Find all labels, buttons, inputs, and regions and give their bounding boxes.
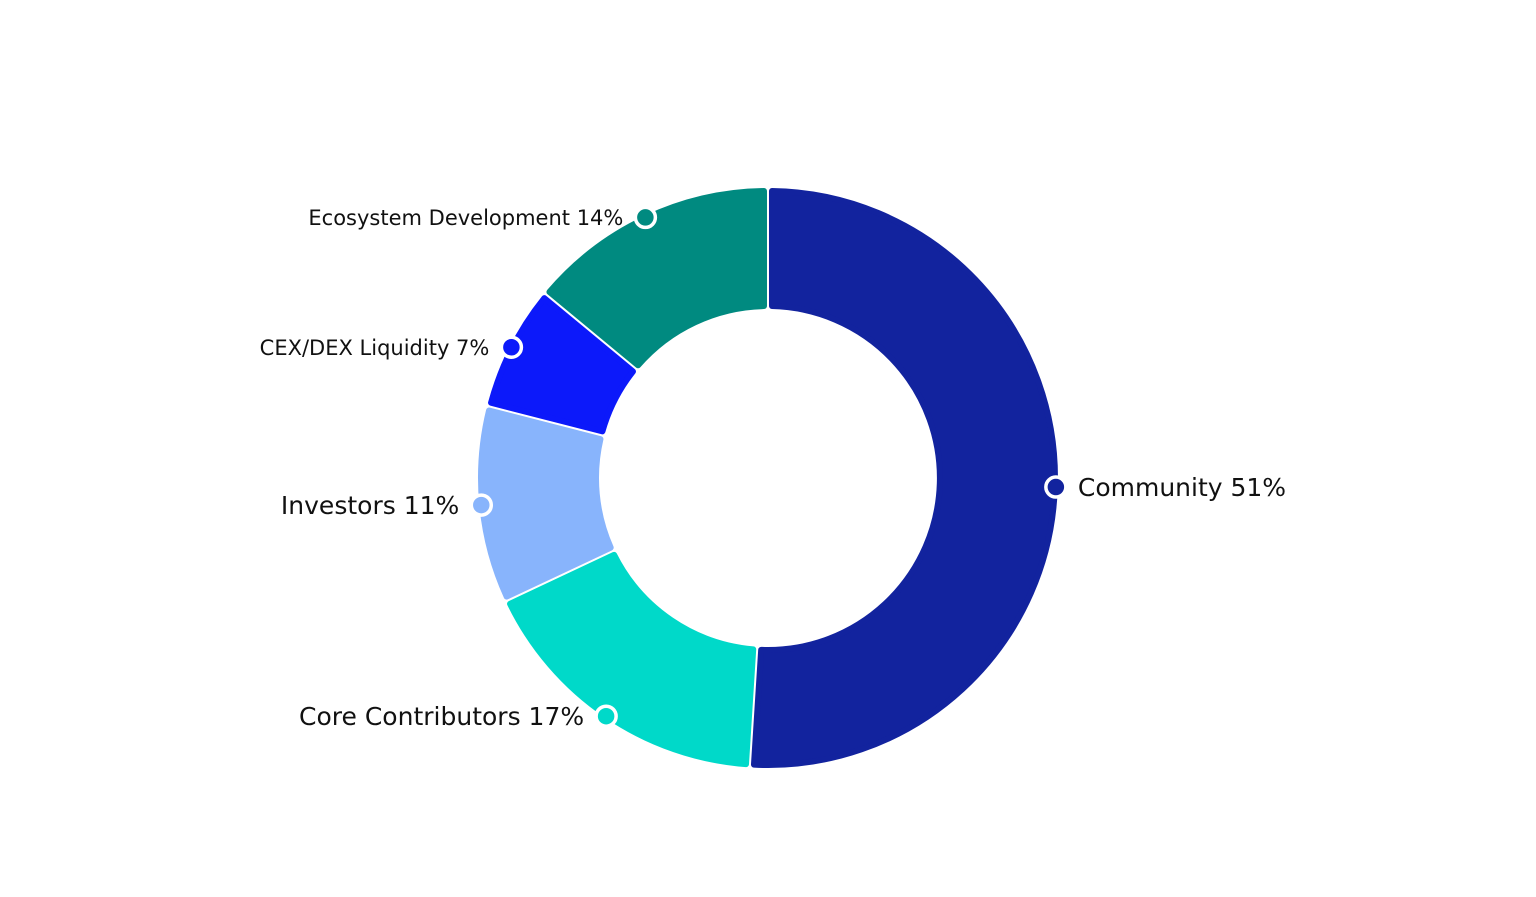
slice-investors bbox=[478, 407, 614, 600]
label-cex-dex-liquidity: CEX/DEX Liquidity 7% bbox=[260, 336, 490, 360]
marker-cex-dex-liquidity bbox=[499, 335, 524, 359]
slice-community bbox=[750, 188, 1058, 769]
marker-core-contributors bbox=[594, 704, 618, 728]
slice-core-contributors bbox=[507, 551, 757, 768]
label-ecosystem-development: Ecosystem Development 14% bbox=[308, 206, 623, 230]
label-investors: Investors 11% bbox=[281, 491, 459, 520]
labels-layer: Community 51% Core Contributors 17% Invest… bbox=[260, 206, 1286, 731]
slice-ecosystem-development bbox=[546, 188, 767, 369]
label-community: Community 51% bbox=[1078, 473, 1286, 502]
marker-community bbox=[1044, 475, 1068, 499]
marker-investors bbox=[469, 493, 494, 517]
slices-layer bbox=[478, 188, 1058, 769]
markers-layer bbox=[469, 205, 1068, 728]
slice-cex-dex-liquidity bbox=[488, 295, 636, 435]
marker-ecosystem-development bbox=[633, 205, 658, 230]
label-core-contributors: Core Contributors 17% bbox=[299, 702, 584, 731]
